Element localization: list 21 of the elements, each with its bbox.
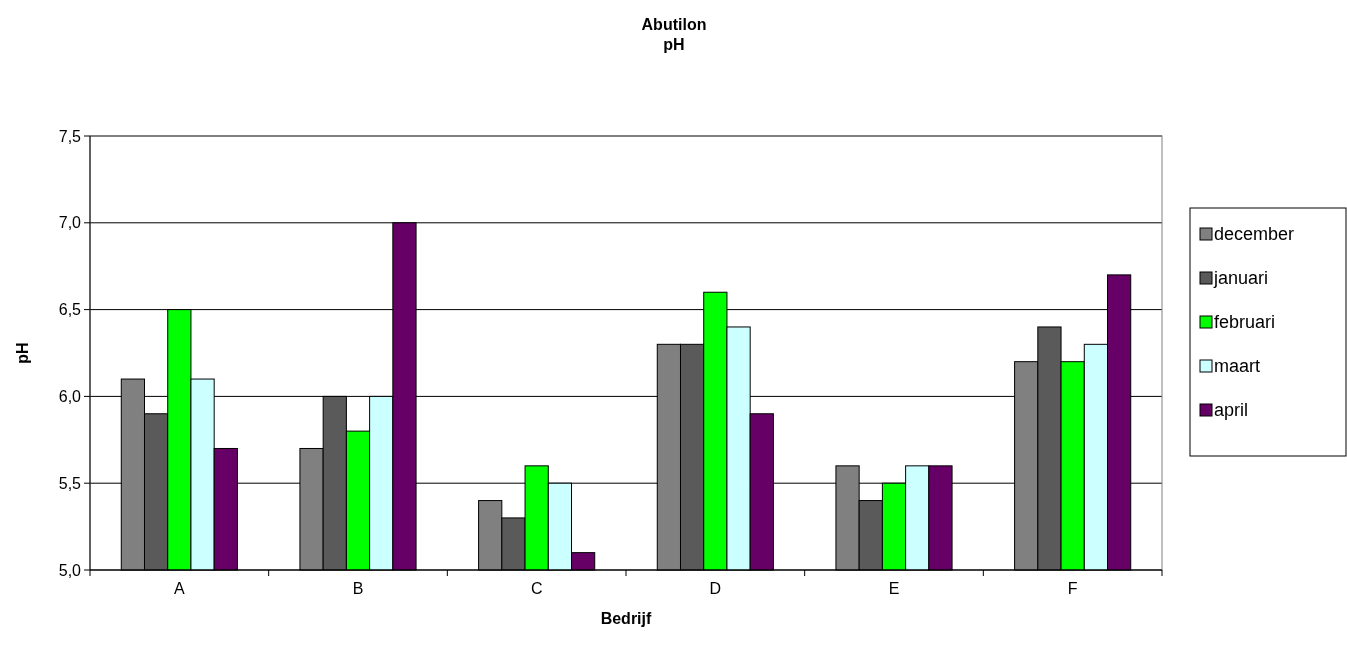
y-tick-label: 6,0 <box>58 388 82 405</box>
legend-label: februari <box>1214 312 1276 333</box>
legend-label: januari <box>1213 268 1269 289</box>
x-tick-label: E <box>888 580 900 597</box>
x-axis-title: Bedrijf <box>600 610 653 627</box>
x-tick-label: F <box>1067 580 1078 597</box>
legend-label: december <box>1214 224 1295 245</box>
chart-subtitle: pH <box>663 36 685 53</box>
y-axis-title: pH <box>14 342 31 364</box>
chart-title: Abutilon <box>641 16 707 33</box>
legend-label: maart <box>1214 356 1261 377</box>
y-tick-label: 7,0 <box>58 214 82 232</box>
x-tick-label: B <box>352 580 364 597</box>
y-tick-label: 6,5 <box>58 301 82 319</box>
y-tick-label: 5,5 <box>58 474 82 492</box>
legend-label: april <box>1214 400 1249 421</box>
y-tick-label: 5,0 <box>58 561 82 579</box>
x-tick-label: A <box>174 580 185 597</box>
x-tick-label: C <box>530 580 543 597</box>
x-tick-label: D <box>709 580 722 597</box>
y-tick-label: 7,5 <box>58 127 82 145</box>
